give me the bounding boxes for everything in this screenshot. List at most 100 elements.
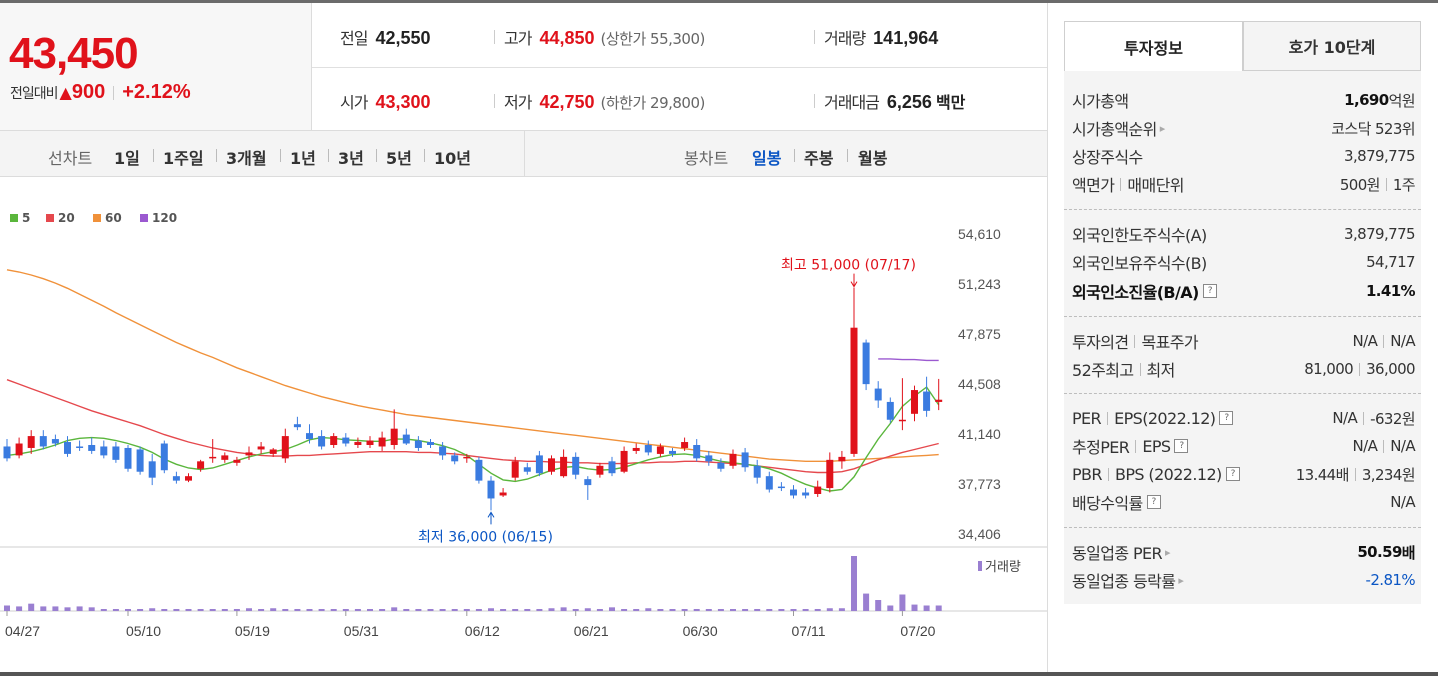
tab-order-book[interactable]: 호가 10단계 [1243,21,1421,71]
candle-body [88,444,96,451]
info-label: BPS (2022.12) [1114,464,1222,484]
info-value: 13.44배 [1295,465,1350,484]
volume-bar [137,609,144,611]
period-10y[interactable]: 10년 [434,149,471,168]
divider [312,67,1047,68]
stat-label: 고가 [504,29,532,48]
candle-body [777,486,785,489]
volume-bar [463,609,470,611]
candle-body [318,436,326,447]
info-value: -632원 [1370,409,1415,428]
info-label: 최저 [1146,361,1176,380]
period-1y[interactable]: 1년 [290,149,316,168]
help-icon[interactable]: ? [1219,411,1234,425]
market-cap-rank-row[interactable]: 시가총액순위 ▸ 코스닥 523위 [1072,115,1416,141]
y-tick-label: 37,773 [958,476,1001,492]
info-value: 50.59 [1357,543,1402,561]
volume-bar [596,609,603,611]
candle-body [596,465,604,475]
info-label: 액면가 [1072,176,1115,195]
stat-value: 44,850 [539,28,595,48]
period-5y[interactable]: 5년 [386,149,412,168]
pbr-row: PBR BPS (2022.12)? 13.44배 3,234원 [1072,461,1416,487]
help-icon[interactable]: ? [1174,439,1189,453]
divider [794,149,795,162]
help-icon[interactable]: ? [1225,467,1240,481]
info-value: 500원 [1339,175,1381,194]
legend-swatch [140,214,148,222]
candle-body [681,442,689,448]
period-3y[interactable]: 3년 [338,149,364,168]
period-3m[interactable]: 3개월 [226,149,267,168]
info-value: N/A [1390,332,1415,350]
candle-daily[interactable]: 일봉 [752,149,782,168]
candle-body [911,390,918,414]
candle-body [463,456,471,459]
volume-bar [318,609,325,611]
volume-bar [246,608,252,611]
candle-body [741,452,749,468]
candle-body [221,455,229,460]
sector-change-row[interactable]: 동일업종 등락률 ▸ -2.81% [1072,567,1416,593]
divider [280,149,281,162]
investment-info: 시가총액 1,690 억원 시가총액순위 ▸ 코스닥 523위 상장주식수 3,87… [1064,71,1421,604]
period-1w[interactable]: 1주일 [163,149,204,168]
volume-bar [814,609,821,611]
candle-body [414,440,422,448]
volume-bar [742,609,749,611]
stat-value: 43,300 [375,92,431,112]
divider [424,149,425,162]
info-value: 54,717 [1366,253,1415,271]
volume-bar [40,606,47,611]
info-value: 3,879,775 [1344,225,1416,243]
tab-investment-info[interactable]: 투자정보 [1064,21,1243,71]
candle-body [378,437,386,447]
volume-bar [802,609,809,611]
stat-value: 141,964 [873,28,939,48]
info-value: 1,690 [1344,91,1389,109]
candle-body [499,492,507,496]
volume-legend-label: 거래량 [985,560,1021,575]
info-value: 3,234원 [1361,465,1416,484]
candle-body [511,461,519,478]
candle-body [160,443,168,471]
volume-bar [548,608,555,611]
info-label: EPS(2022.12) [1114,408,1216,428]
info-value: 81,000 [1304,360,1354,378]
stat-value: 6,256 [886,92,932,112]
help-icon[interactable]: ? [1202,284,1217,298]
volume-bar [282,609,289,611]
help-icon[interactable]: ? [1146,495,1161,509]
candle-body [669,450,676,454]
volume-bar [451,609,458,611]
volume-bar [185,609,192,611]
volume-bar [560,607,567,611]
volume-bar [197,609,204,611]
candle-body [257,446,265,450]
candle-monthly[interactable]: 월봉 [858,149,888,168]
candle-weekly[interactable]: 주봉 [804,149,834,168]
candle-body [112,446,120,460]
volume-bar [863,593,870,611]
chart-period-bar: 선차트 1일 1주일 3개월 1년 3년 5년 10년 봉차트 일봉 주봉 월봉 [0,131,1047,177]
candle-body [100,446,108,456]
volume-bar [88,607,95,611]
period-1d[interactable]: 1일 [114,149,140,168]
info-unit: 억원 [1388,91,1416,110]
volume-bar [427,609,434,611]
ma20-line [6,379,939,474]
sector-per-row[interactable]: 동일업종 PER ▸ 50.59 배 [1072,539,1416,565]
volume-bar [657,609,664,611]
volume-bar [730,609,736,611]
info-label: PBR [1072,464,1103,484]
up-arrow-icon: ▲ [59,83,72,102]
candle-body [3,446,11,459]
stat-value: 42,550 [375,28,431,48]
stat-high: 고가 44,850 (상한가 55,300) [504,25,705,49]
stat-low: 저가 42,750 (하한가 29,800) [504,89,705,113]
info-value: 1주 [1392,175,1416,194]
volume-bar [887,605,894,611]
volume-bar [354,609,361,611]
candle-body [209,456,217,459]
candle-body [923,391,931,411]
